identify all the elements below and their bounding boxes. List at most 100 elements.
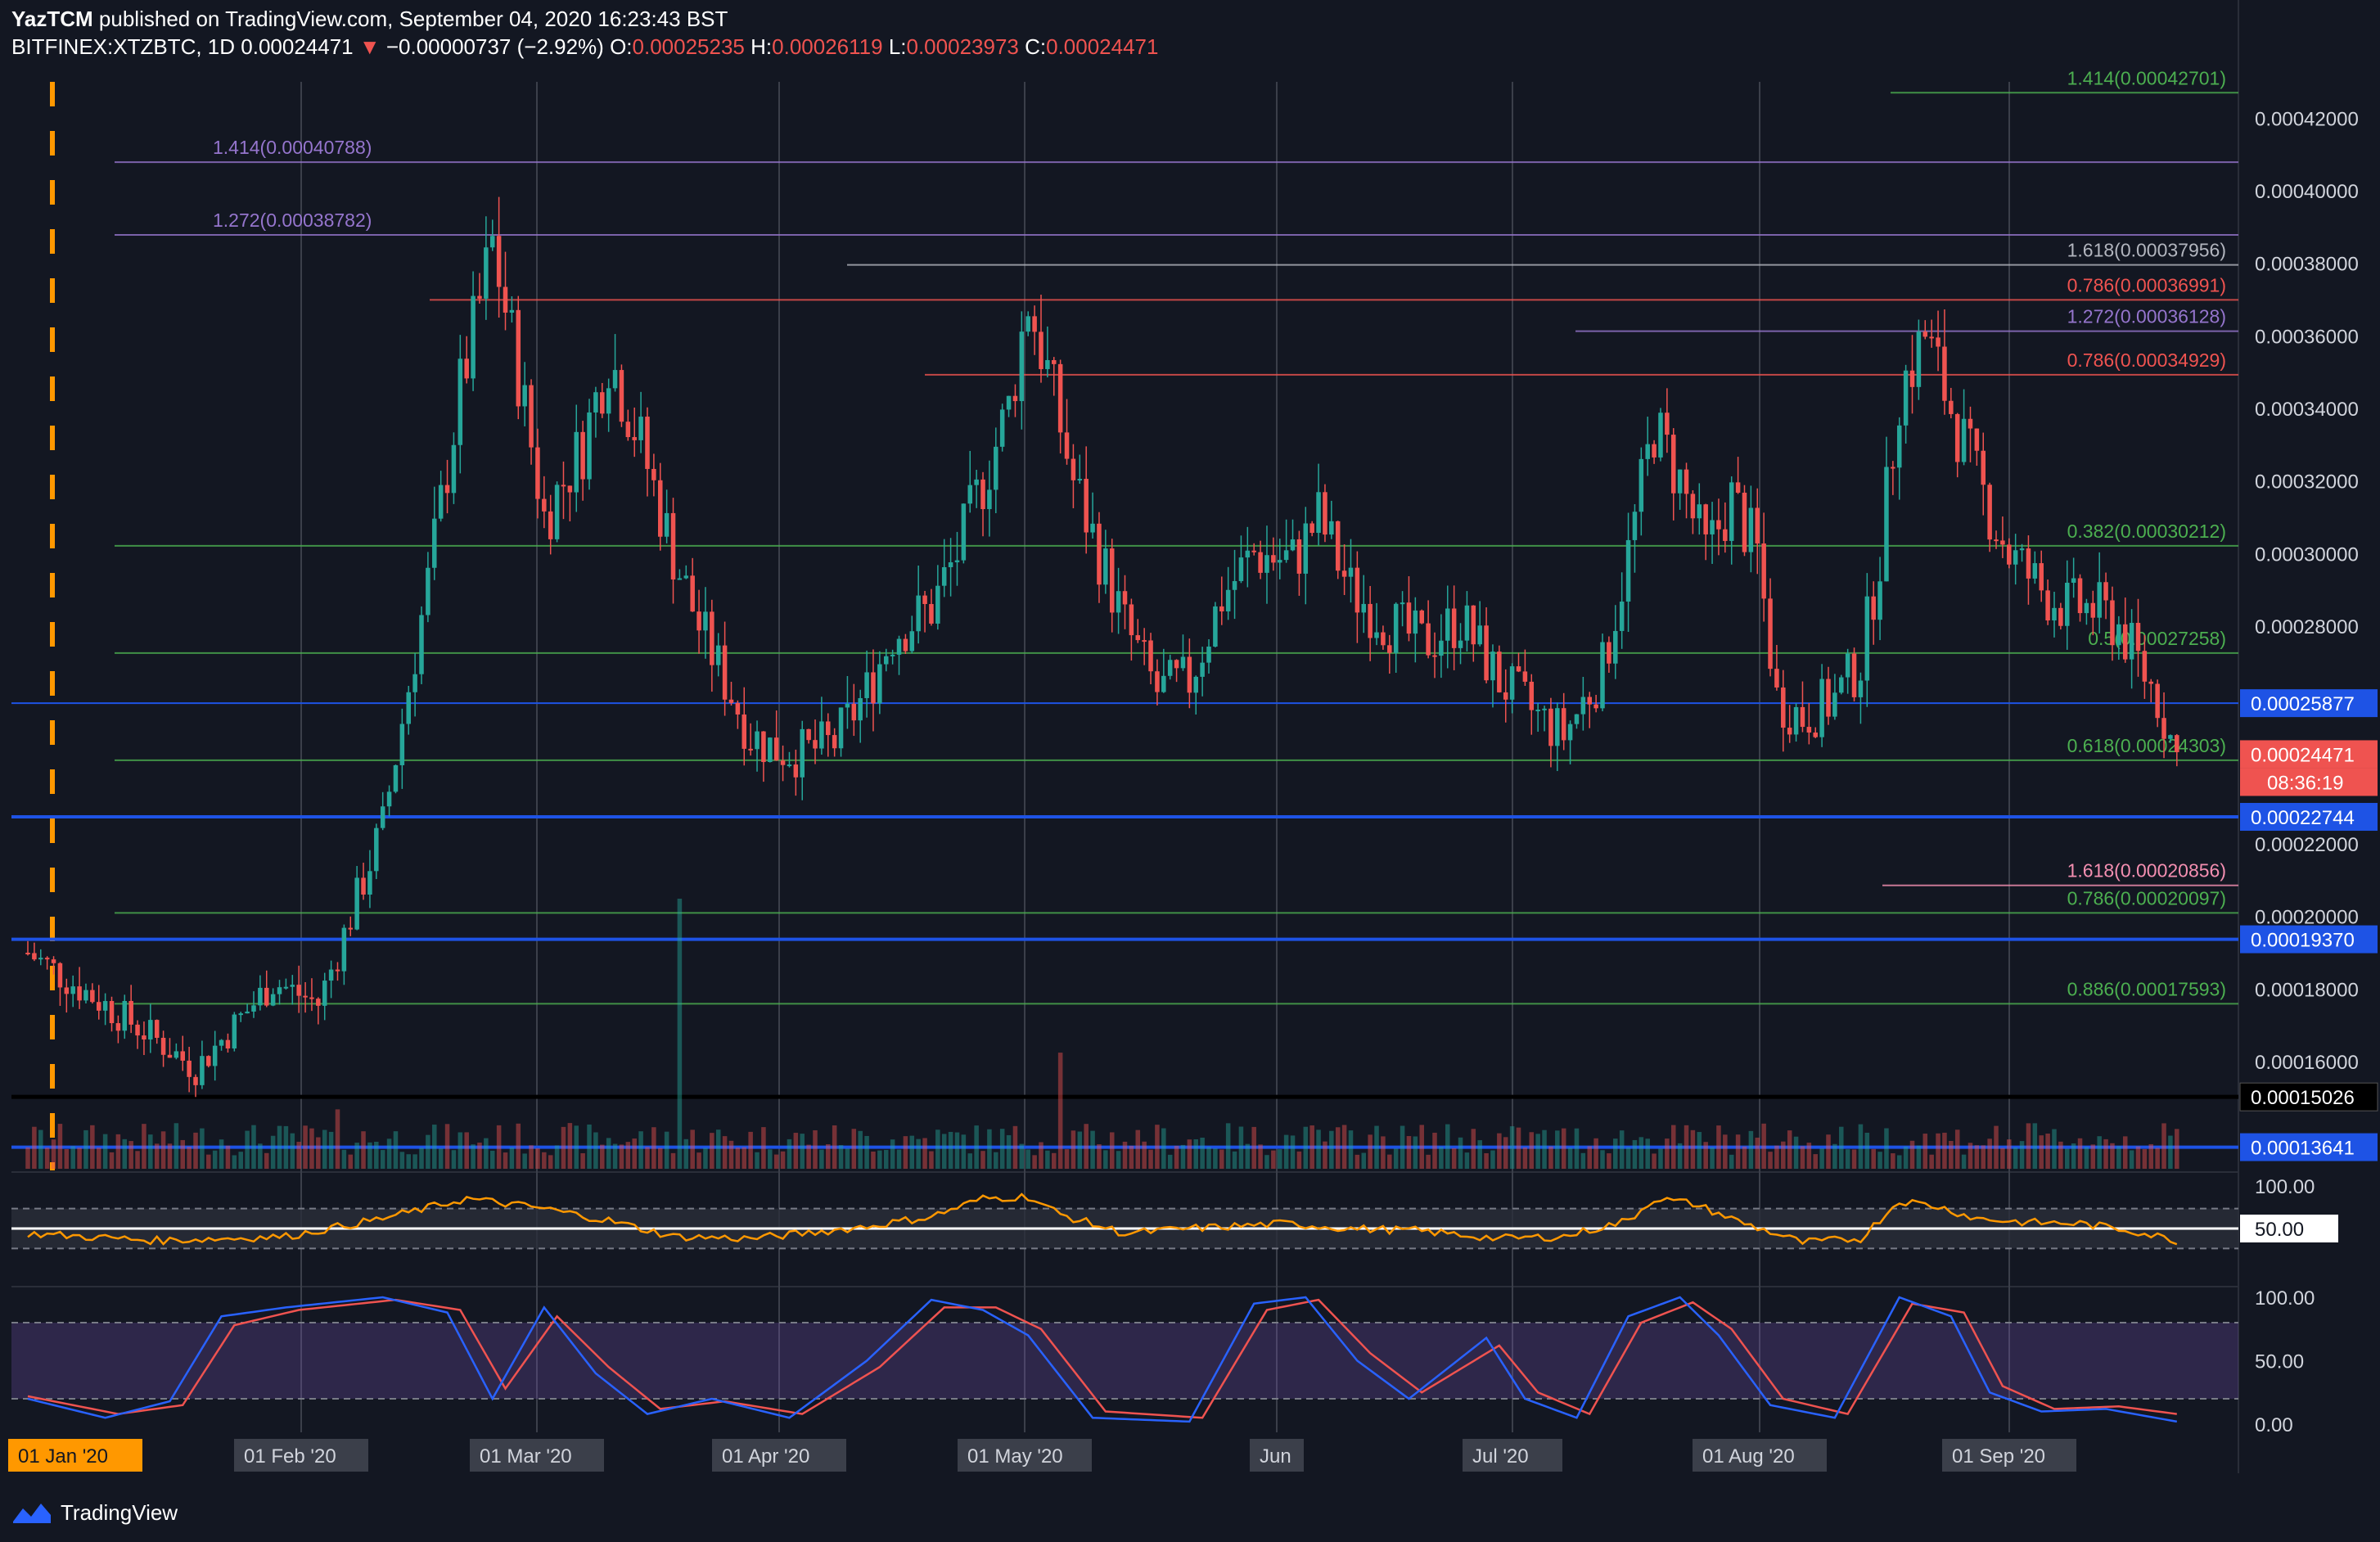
candle-body bbox=[580, 431, 585, 480]
candle-body bbox=[354, 877, 359, 930]
volume-bar bbox=[96, 1147, 101, 1169]
author-name[interactable]: YazTCM bbox=[11, 7, 93, 31]
candle-body bbox=[2097, 582, 2102, 618]
candle-body bbox=[974, 479, 979, 485]
volume-bar bbox=[1277, 1149, 1282, 1169]
candle-body bbox=[193, 1076, 198, 1085]
volume-bar bbox=[1529, 1132, 1535, 1169]
candle-body bbox=[2168, 735, 2173, 739]
candle-body bbox=[200, 1056, 205, 1085]
volume-bar bbox=[1039, 1142, 1044, 1169]
countdown-box bbox=[2240, 768, 2378, 796]
volume-bar bbox=[1639, 1137, 1644, 1169]
candle-body bbox=[225, 1039, 231, 1049]
candle-body bbox=[142, 1035, 146, 1040]
volume-bar bbox=[1348, 1130, 1354, 1169]
candle-body bbox=[1296, 539, 1302, 574]
volume-bar bbox=[1219, 1149, 1224, 1169]
candle-body bbox=[1283, 550, 1289, 561]
candle-body bbox=[967, 485, 973, 504]
candle-body bbox=[419, 615, 424, 674]
candle-body bbox=[1710, 520, 1715, 534]
candle-body bbox=[1219, 606, 1224, 612]
volume-bar bbox=[2064, 1148, 2070, 1169]
volume-bar bbox=[1400, 1125, 1405, 1169]
candle-body bbox=[1684, 469, 1689, 494]
candle-body bbox=[270, 994, 276, 1006]
candle-body bbox=[102, 1001, 108, 1011]
tradingview-logo[interactable]: TradingView bbox=[11, 1496, 178, 1529]
volume-bar bbox=[548, 1155, 553, 1169]
ohlc-line: BITFINEX:XTZBTC, 1D 0.00024471 ▼ −0.0000… bbox=[11, 34, 1158, 60]
candle-body bbox=[1574, 714, 1580, 724]
volume-bar bbox=[773, 1154, 779, 1169]
candle-body bbox=[838, 707, 844, 749]
candle-body bbox=[832, 735, 837, 749]
publish-info: published on TradingView.com, September … bbox=[98, 7, 728, 31]
volume-bar bbox=[703, 1147, 708, 1169]
volume-bar bbox=[1264, 1155, 1269, 1169]
stoch-band bbox=[11, 1323, 2238, 1399]
symbol-label[interactable]: BITFINEX:XTZBTC, 1D bbox=[11, 34, 236, 59]
candle-body bbox=[1936, 337, 1941, 347]
candle-body bbox=[657, 480, 663, 537]
volume-bar bbox=[335, 1109, 340, 1169]
volume-bar bbox=[1064, 1149, 1070, 1169]
candle-body bbox=[929, 603, 934, 624]
fib-level-label: 0.5(0.00027258) bbox=[2088, 628, 2226, 649]
candle-body bbox=[961, 503, 967, 561]
candle-body bbox=[328, 969, 334, 981]
candle-body bbox=[1922, 331, 1928, 337]
candle-body bbox=[1458, 640, 1463, 648]
candle-body bbox=[258, 987, 263, 1006]
volume-bar bbox=[2071, 1143, 2076, 1169]
candle-body bbox=[683, 575, 689, 579]
candle-body bbox=[1052, 360, 1057, 364]
candle-body bbox=[522, 385, 527, 407]
candle-body bbox=[1155, 671, 1160, 692]
volume-bar bbox=[1471, 1129, 1476, 1169]
volume-bar bbox=[1587, 1146, 1593, 1169]
volume-bar bbox=[238, 1152, 243, 1169]
volume-bar bbox=[354, 1143, 359, 1169]
candle-body bbox=[251, 1005, 256, 1012]
volume-bar bbox=[38, 1129, 43, 1169]
volume-bar bbox=[1806, 1143, 1812, 1169]
x-axis-label-box bbox=[470, 1439, 604, 1472]
volume-bar bbox=[200, 1128, 205, 1169]
volume-bar bbox=[322, 1129, 327, 1169]
volume-bar bbox=[1845, 1149, 1850, 1169]
x-axis-label-box bbox=[1942, 1439, 2076, 1472]
volume-bar bbox=[1903, 1146, 1909, 1169]
volume-bar bbox=[1361, 1152, 1367, 1169]
candle-body bbox=[1613, 630, 1618, 664]
y-tick-label: 0.00038000 bbox=[2255, 254, 2359, 276]
candle-body bbox=[1439, 640, 1444, 656]
volume-bar bbox=[77, 1147, 82, 1169]
candle-body bbox=[1077, 479, 1083, 481]
candle-body bbox=[1813, 733, 1818, 737]
volume-bar bbox=[1703, 1142, 1708, 1169]
volume-bar bbox=[361, 1131, 366, 1169]
volume-bar bbox=[109, 1152, 115, 1169]
fib-level-label: 1.618(0.00020856) bbox=[2067, 860, 2226, 881]
stoch-tick-label: 0.00 bbox=[2255, 1414, 2293, 1436]
candle-body bbox=[44, 958, 50, 960]
candle-body bbox=[464, 358, 469, 379]
x-axis-label-box bbox=[958, 1439, 1092, 1472]
x-axis-label: 01 Mar '20 bbox=[480, 1445, 572, 1468]
candle-body bbox=[1264, 555, 1269, 573]
volume-bar bbox=[1503, 1137, 1508, 1169]
candle-body bbox=[32, 953, 37, 960]
volume-bar bbox=[419, 1147, 424, 1169]
volume-bar bbox=[1994, 1125, 1999, 1169]
volume-bar bbox=[574, 1125, 579, 1169]
volume-bar bbox=[929, 1151, 934, 1169]
candle-body bbox=[96, 1002, 101, 1011]
candle-body bbox=[1348, 567, 1354, 577]
volume-bar bbox=[2019, 1141, 2025, 1169]
candle-body bbox=[768, 737, 773, 763]
candle-body bbox=[348, 927, 354, 930]
candle-body bbox=[1484, 625, 1489, 681]
